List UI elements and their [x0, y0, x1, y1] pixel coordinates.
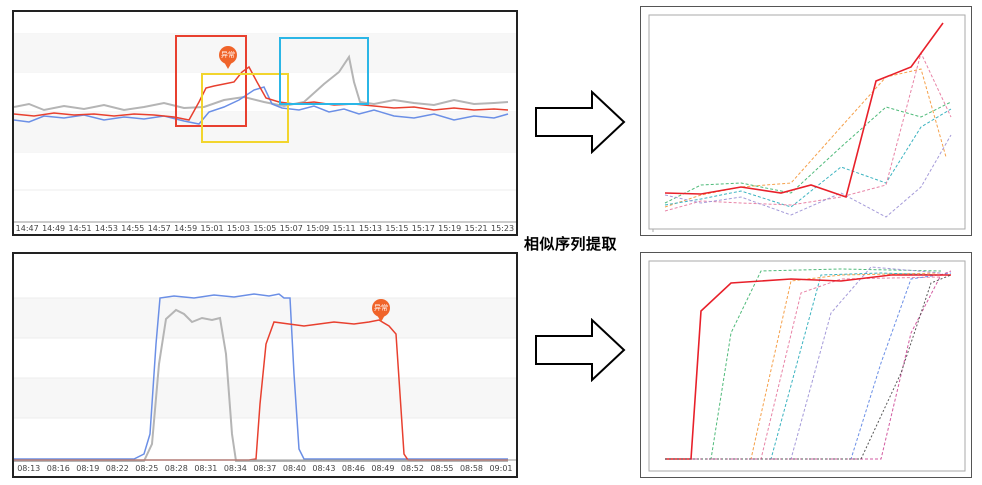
time-tick: 08:31 — [194, 464, 218, 473]
time-tick: 08:19 — [76, 464, 100, 473]
right-arrow-icon — [535, 90, 626, 154]
time-tick: 15:17 — [411, 224, 435, 233]
anomaly-marker: 异常 — [219, 46, 237, 69]
time-tick: 15:15 — [385, 224, 409, 233]
time-tick: 15:19 — [438, 224, 462, 233]
blue-series-line — [14, 293, 508, 460]
time-tick: 14:47 — [15, 224, 39, 233]
time-tick: 08:55 — [430, 464, 454, 473]
time-tick: 08:40 — [282, 464, 306, 473]
time-tick: 08:22 — [105, 464, 129, 473]
anomaly-marker: 异常 — [372, 299, 390, 322]
red-extracted-line — [665, 274, 951, 460]
blue-series-line — [14, 86, 509, 125]
orange-dashed-line — [664, 68, 947, 208]
top-left-timeseries-panel: 异常 14:47 14:49 14:51 14:53 14:55 14:57 1… — [12, 10, 518, 236]
time-tick: 15:05 — [253, 224, 277, 233]
time-tick: 15:09 — [306, 224, 330, 233]
orange-dashed-line — [665, 272, 942, 460]
purple-dashed-line — [664, 134, 952, 218]
time-tick: 14:57 — [147, 224, 171, 233]
anomaly-box — [175, 35, 247, 127]
green-dashed-line — [665, 268, 942, 460]
time-tick: 08:37 — [253, 464, 277, 473]
time-tick: 14:49 — [42, 224, 66, 233]
time-tick: 14:59 — [174, 224, 198, 233]
time-tick: 08:28 — [164, 464, 188, 473]
similar-box-cyan — [279, 37, 369, 105]
pink-dashed-line — [664, 51, 952, 212]
time-tick: 08:49 — [371, 464, 395, 473]
green-dashed-line — [664, 101, 952, 204]
bottom-right-extracted-panel — [640, 252, 972, 478]
time-tick: 08:13 — [17, 464, 41, 473]
time-tick: 15:07 — [279, 224, 303, 233]
gray-series-line — [14, 54, 509, 112]
time-tick: 14:55 — [121, 224, 145, 233]
top-left-chart — [14, 33, 516, 223]
red-series-line — [14, 319, 508, 461]
bottom-right-chart — [648, 260, 966, 472]
anomaly-marker-label: 异常 — [221, 51, 235, 59]
time-tick: 15:13 — [358, 224, 383, 233]
blue-dashed-line — [665, 272, 952, 460]
top-left-time-axis: 14:47 14:49 14:51 14:53 14:55 14:57 14:5… — [14, 224, 516, 234]
time-tick: 15:23 — [490, 224, 515, 233]
top-right-extracted-panel — [640, 6, 972, 236]
time-tick: 08:43 — [312, 464, 336, 473]
gray-series-line — [14, 308, 508, 462]
time-tick: 08:16 — [46, 464, 70, 473]
time-tick: 08:25 — [135, 464, 159, 473]
time-tick: 15:21 — [464, 224, 488, 233]
time-tick: 15:03 — [226, 224, 250, 233]
red-extracted-line — [664, 22, 944, 199]
time-tick: 14:51 — [68, 224, 92, 233]
time-tick: 15:01 — [200, 224, 224, 233]
right-arrow-icon — [535, 318, 626, 382]
dark-dashed-line — [665, 274, 952, 460]
magenta-dashed-line — [665, 270, 952, 460]
pink-dashed-line — [665, 276, 942, 460]
anomaly-marker-label: 异常 — [374, 304, 388, 312]
bottom-left-timeseries-panel: 异常 08:13 08:16 08:19 08:22 08:25 08:28 0… — [12, 252, 518, 478]
time-tick: 15:11 — [332, 224, 356, 233]
time-tick: 08:34 — [223, 464, 247, 473]
purple-dashed-line — [665, 266, 942, 460]
teal-dashed-line — [665, 272, 942, 460]
caption-similar-sequence-extraction: 相似序列提取 — [524, 235, 618, 253]
time-tick: 08:46 — [341, 464, 365, 473]
time-tick: 08:52 — [400, 464, 424, 473]
bottom-left-time-axis: 08:13 08:16 08:19 08:22 08:25 08:28 08:3… — [14, 464, 516, 476]
time-tick: 08:58 — [459, 464, 484, 473]
similar-box-yellow — [201, 73, 289, 143]
time-tick: 09:01 — [489, 464, 513, 473]
bottom-left-chart — [14, 293, 516, 462]
top-right-chart — [648, 14, 966, 232]
time-tick: 14:53 — [94, 224, 118, 233]
